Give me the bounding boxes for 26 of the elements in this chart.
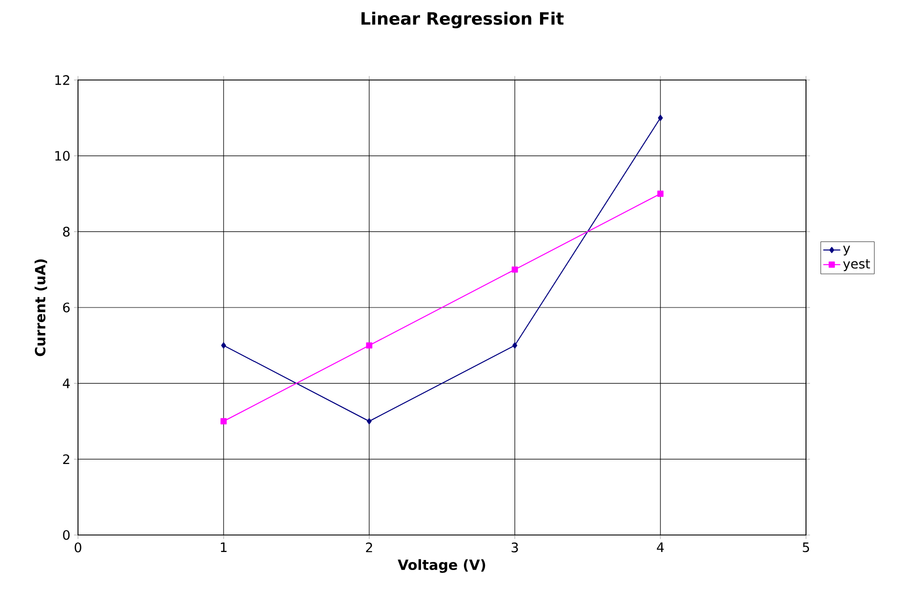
y-tick-label: 6 xyxy=(63,302,70,312)
point xyxy=(512,266,518,273)
x-tick-label: 1 xyxy=(220,542,227,552)
point xyxy=(658,114,663,122)
y-tick-label: 2 xyxy=(63,454,70,464)
point xyxy=(220,418,227,424)
y-tick-label: 12 xyxy=(55,75,70,85)
point xyxy=(512,342,518,349)
y-tick-label: 8 xyxy=(63,226,70,237)
y-axis-title: Current (uA) xyxy=(34,259,48,356)
chart-title: Linear Regression Fit xyxy=(362,12,564,28)
legend-label: yest xyxy=(843,259,870,272)
x-tick-label: 4 xyxy=(656,542,664,552)
x-tick-label: 2 xyxy=(366,542,372,552)
x-axis-title: Voltage (V) xyxy=(398,559,486,573)
x-tick-label: 0 xyxy=(74,542,82,552)
point xyxy=(366,342,372,349)
point xyxy=(657,190,664,197)
y-tick-label: 10 xyxy=(55,150,70,161)
x-tick-label: 3 xyxy=(512,542,518,552)
x-tick-label: 5 xyxy=(802,542,810,552)
y-tick-label: 0 xyxy=(63,530,70,540)
point xyxy=(221,342,226,349)
y-tick-label: 4 xyxy=(62,378,70,388)
point xyxy=(366,418,372,424)
legend-label: y xyxy=(843,246,850,256)
